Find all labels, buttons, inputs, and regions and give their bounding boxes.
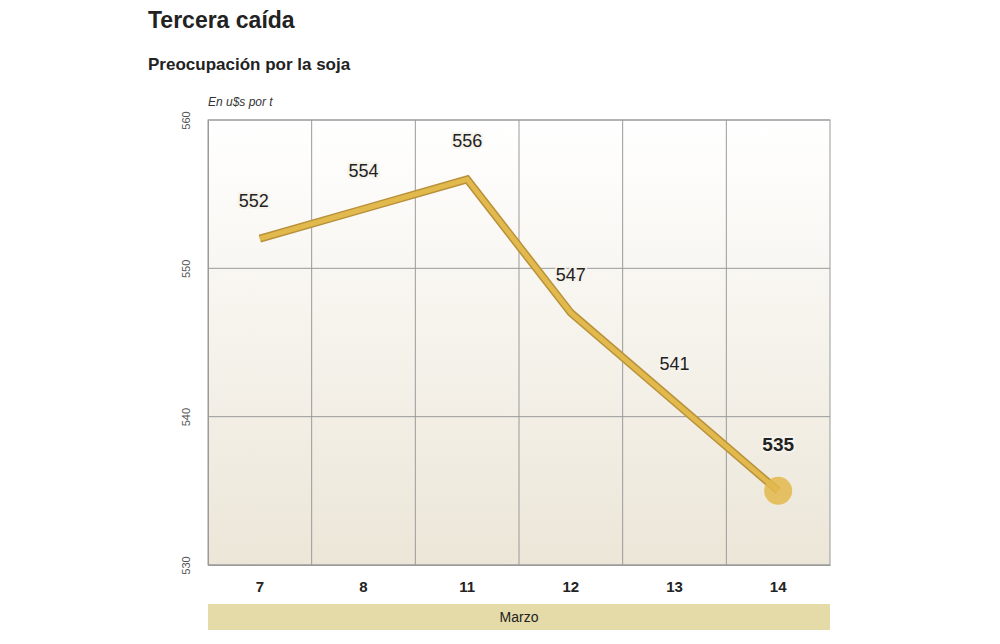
data-label: 541 [659, 354, 689, 374]
x-tick-label: 12 [562, 578, 579, 595]
x-axis-line [209, 565, 831, 566]
column-divider [415, 120, 416, 565]
y-tick-label: 550 [180, 260, 192, 278]
y-axis-title: En u$s por t [208, 95, 273, 109]
column-divider [311, 120, 312, 565]
line-outline [260, 179, 778, 491]
x-tick: 7 [256, 565, 264, 595]
y-tick: 540 [180, 408, 208, 426]
data-label: 554 [348, 161, 378, 181]
data-label: 552 [239, 191, 269, 211]
x-tick-label: 14 [770, 578, 787, 595]
x-band [208, 604, 830, 630]
y-axis: 530 540 550 560 [180, 111, 209, 574]
column-divider [726, 120, 727, 565]
x-tick-label: 11 [459, 578, 475, 595]
x-tick-label: 8 [359, 578, 367, 595]
y-tick-label: 530 [180, 556, 192, 574]
column-divider [519, 120, 520, 565]
x-axis: 7 8 11 12 13 14 [209, 565, 831, 595]
end-marker [764, 477, 792, 505]
x-tick: 8 [359, 565, 367, 595]
subtitle: Preocupación por la soja [148, 55, 351, 74]
data-label: 535 [762, 434, 794, 455]
x-tick: 12 [562, 565, 579, 595]
x-axis-title: Marzo [500, 609, 539, 625]
x-tick: 11 [459, 565, 475, 595]
x-tick: 13 [666, 565, 683, 595]
title: Tercera caída [148, 7, 295, 33]
line [260, 179, 778, 491]
data-label: 556 [452, 131, 482, 151]
y-tick-label: 560 [180, 111, 192, 129]
column-divider [622, 120, 623, 565]
background [0, 0, 1000, 644]
y-tick: 550 [180, 260, 208, 278]
y-axis-line [208, 121, 209, 566]
data-label: 547 [556, 265, 586, 285]
y-tick: 530 [180, 556, 208, 574]
plot-frame [208, 120, 830, 565]
x-tick-label: 13 [666, 578, 683, 595]
y-tick: 560 [180, 111, 208, 129]
plot-background [208, 120, 830, 565]
x-tick-label: 7 [256, 578, 264, 595]
x-tick: 14 [770, 565, 787, 595]
y-tick-label: 540 [180, 408, 192, 426]
